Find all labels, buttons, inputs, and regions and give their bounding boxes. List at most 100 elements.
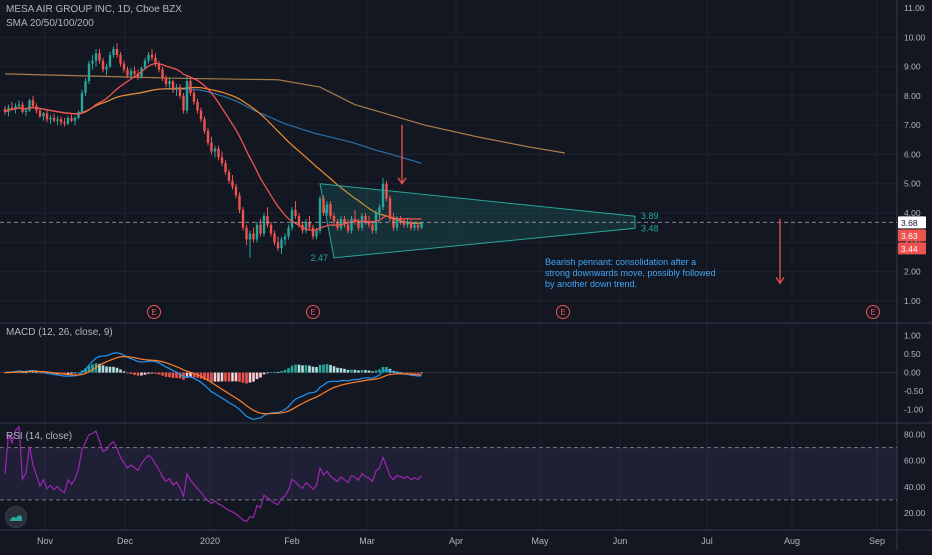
macd-histogram-bar xyxy=(381,367,385,373)
candle-body xyxy=(80,92,84,112)
x-tick-label: Dec xyxy=(117,536,134,546)
candle-body xyxy=(287,227,290,237)
candle-body xyxy=(241,210,245,228)
earnings-marker-label: E xyxy=(151,308,156,317)
macd-histogram-bar xyxy=(24,372,28,374)
macd-histogram-bar xyxy=(245,372,248,384)
macd-histogram-bar xyxy=(217,372,220,382)
low-price-badge-bg xyxy=(898,242,926,255)
candle-body xyxy=(234,186,238,196)
candle-body xyxy=(112,49,115,55)
pennant-low-label: 2.47 xyxy=(310,253,328,263)
current-price-badge: 3.68 xyxy=(901,218,918,228)
x-tick-label: Nov xyxy=(37,536,54,546)
candle-body xyxy=(350,218,353,231)
candle-body xyxy=(409,221,413,228)
candle-body xyxy=(129,70,133,76)
macd-histogram-bar xyxy=(294,364,297,373)
earnings-marker xyxy=(147,305,161,319)
sma-price-badge: 3.63 xyxy=(901,231,918,241)
candle-body xyxy=(210,142,213,152)
candle-body xyxy=(308,221,311,228)
candle-body xyxy=(154,57,157,64)
earnings-marker-label: E xyxy=(560,308,565,317)
candle-body xyxy=(178,87,182,96)
macd-histogram-bar xyxy=(273,371,276,373)
candle-body xyxy=(353,218,357,222)
candle-body xyxy=(59,119,63,123)
candle-body xyxy=(192,92,196,102)
macd-histogram-bar xyxy=(339,368,343,373)
tradingview-logo-icon[interactable] xyxy=(5,506,27,528)
candle-body xyxy=(52,117,56,121)
macd-histogram-bar xyxy=(343,368,346,373)
macd-histogram-bar xyxy=(252,372,255,382)
candle-body xyxy=(392,218,395,228)
macd-histogram-bar xyxy=(210,372,213,382)
candle-body xyxy=(199,110,203,120)
price-tick-label: 3.00 xyxy=(904,237,921,247)
macd-histogram-bar xyxy=(77,372,80,374)
candle-body xyxy=(227,172,231,181)
macd-legend: MACD (12, 26, close, 9) xyxy=(6,327,113,338)
macd-line xyxy=(4,352,422,421)
candle-body xyxy=(346,224,350,231)
candle-body xyxy=(413,224,416,228)
candle-body xyxy=(147,54,150,61)
candle-body xyxy=(311,227,315,237)
macd-histogram-bar xyxy=(322,364,325,373)
macd-histogram-bar xyxy=(182,372,185,380)
candle-body xyxy=(343,218,346,225)
candle-body xyxy=(269,224,273,234)
macd-histogram-bar xyxy=(98,363,101,373)
rsi-tick-label: 20.00 xyxy=(904,508,926,518)
macd-tick-label: 0.00 xyxy=(904,368,921,378)
candle-body xyxy=(84,81,87,93)
macd-histogram-bar xyxy=(241,372,245,383)
macd-histogram-bar xyxy=(192,372,196,378)
candle-body xyxy=(185,81,189,111)
macd-histogram-bar xyxy=(171,372,175,378)
macd-histogram-bar xyxy=(325,364,329,373)
candle-body xyxy=(381,183,385,208)
macd-histogram-bar xyxy=(38,372,42,374)
macd-histogram-bar xyxy=(287,368,290,373)
macd-histogram-bar xyxy=(234,372,238,382)
macd-histogram-bar xyxy=(224,372,227,382)
macd-histogram-bar xyxy=(42,372,45,374)
rsi-band-fill xyxy=(0,447,897,500)
candle-body xyxy=(402,221,406,225)
macd-histogram-bar xyxy=(357,370,360,373)
sma20-line xyxy=(4,62,422,231)
macd-histogram-bar xyxy=(420,372,423,374)
macd-histogram-bar xyxy=(161,372,164,376)
candle-body xyxy=(189,81,192,93)
candle-body xyxy=(304,221,308,231)
target-arrow-head xyxy=(775,276,785,285)
annotation-text: strong downwards move, possibly followed xyxy=(545,268,716,278)
candle-body xyxy=(168,81,171,85)
macd-histogram-bar xyxy=(119,369,122,373)
candle-body xyxy=(3,109,7,112)
price-tick-label: 2.00 xyxy=(904,267,921,277)
macd-histogram-bar xyxy=(346,369,350,373)
candle-body xyxy=(280,239,283,249)
price-tick-label: 7.00 xyxy=(904,120,921,130)
macd-histogram-bar xyxy=(367,370,371,373)
candle-body xyxy=(266,215,269,225)
macd-histogram-bar xyxy=(276,371,280,373)
macd-histogram-bar xyxy=(126,372,129,374)
macd-histogram-bar xyxy=(35,372,38,374)
candle-body xyxy=(196,101,199,111)
macd-histogram-bar xyxy=(402,372,406,374)
candle-body xyxy=(150,54,154,58)
x-tick-label: Feb xyxy=(284,536,300,546)
macd-histogram-bar xyxy=(280,370,283,373)
macd-histogram-bar xyxy=(164,372,168,377)
candle-body xyxy=(315,230,318,237)
candle-body xyxy=(77,111,80,118)
x-tick-label: Jul xyxy=(701,536,713,546)
symbol-title: MESA AIR GROUP INC, 1D, Cboe BZX xyxy=(6,4,182,15)
